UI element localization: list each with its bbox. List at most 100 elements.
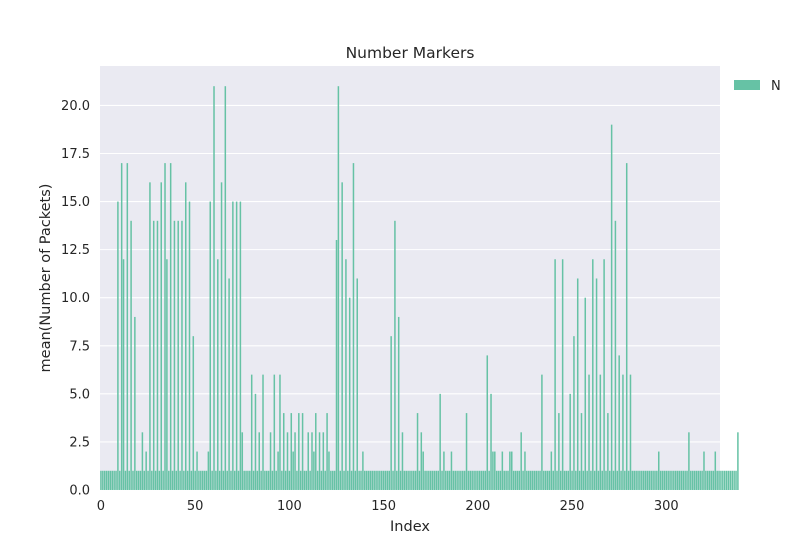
bar [543,470,545,490]
bar [431,470,434,490]
bar [403,470,406,490]
bar [164,163,166,491]
bar [288,470,291,490]
bar [618,355,620,490]
bar [554,259,556,490]
bar [247,470,249,490]
bar [414,470,417,490]
bar [673,470,675,490]
bar [318,432,321,490]
bar [690,470,692,490]
bar [379,470,381,490]
bar [492,451,494,490]
y-axis-label: mean(Number of Packets) [38,184,54,373]
bar [439,393,441,490]
bar [222,470,225,490]
bar [328,451,330,490]
bar [648,470,651,490]
bar [701,470,703,490]
bar [230,470,232,490]
bar [597,470,600,490]
bar [147,470,149,490]
bar [624,470,626,490]
bar [305,470,308,490]
bar [718,470,720,490]
bar [601,470,603,490]
bar [569,393,571,490]
bar [198,470,200,490]
bar [627,470,630,490]
bar [266,470,268,490]
bar [418,470,421,490]
bar [420,432,423,490]
bar [688,432,690,490]
x-tick-label: 100 [277,499,302,514]
bar [186,470,189,490]
bar [691,470,694,490]
bar [277,451,279,490]
bar [311,432,313,490]
bar [644,470,647,490]
bar [188,201,191,490]
bar [184,182,187,490]
bar [654,470,656,490]
bar [356,278,358,490]
bar [284,470,287,490]
bar [467,470,470,490]
bar [588,374,590,490]
bar [539,470,541,490]
bar [448,470,451,490]
bar [575,470,577,490]
bar [693,470,696,490]
bar [307,432,309,490]
bar [616,470,619,490]
bar [347,470,349,490]
bar [241,432,244,490]
bar [639,470,641,490]
bar [573,336,575,490]
legend-swatch [734,80,760,90]
bar [109,470,112,490]
bar [209,201,211,490]
bar [224,86,227,490]
bar [111,470,114,490]
bar [190,470,193,490]
bar [531,470,534,490]
bar [582,470,585,490]
bar [149,182,151,490]
bar [264,470,266,490]
bar [119,470,121,490]
bar [680,470,683,490]
bar [171,470,174,490]
bar [122,259,125,490]
bar [511,451,513,490]
bar [475,470,477,490]
bar [524,451,526,490]
bar [723,470,726,490]
bar [663,470,666,490]
bar [228,278,230,490]
bar [529,470,532,490]
bar [249,470,251,490]
bar [482,470,485,490]
bar [339,470,342,490]
bar [416,413,419,490]
bar [105,470,108,490]
bar [120,163,123,491]
bar [299,470,302,490]
bar [737,432,739,490]
bar [290,413,293,490]
y-tick-label: 17.5 [61,147,90,162]
bar [243,470,245,490]
bar [203,470,206,490]
bar [367,470,370,490]
bar [646,470,649,490]
bar [281,470,283,490]
bar [388,470,391,490]
bar [371,470,374,490]
bar [175,470,178,490]
bar [686,470,688,490]
bar [330,470,332,490]
x-tick-label: 200 [465,499,490,514]
y-tick-label: 12.5 [61,243,90,258]
